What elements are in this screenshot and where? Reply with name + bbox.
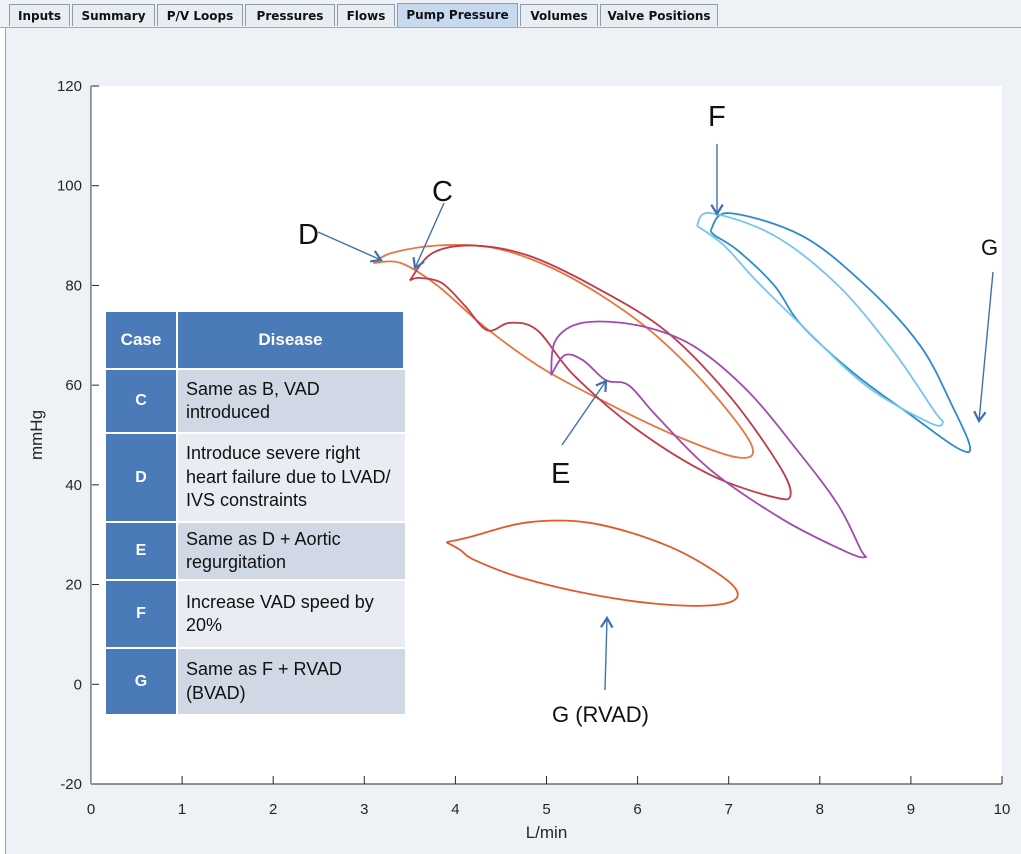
y-tick-label: 120 <box>57 78 82 95</box>
x-axis-label: L/min <box>526 823 568 842</box>
label-c: C <box>432 176 453 208</box>
y-tick-label: 40 <box>65 477 82 494</box>
case-cell: E <box>106 523 178 581</box>
x-tick-label: 2 <box>269 801 277 818</box>
tab-summary[interactable]: Summary <box>72 4 155 26</box>
arrow-d <box>317 231 383 263</box>
disease-cell: Increase VAD speed by 20% <box>178 581 405 649</box>
x-tick-label: 10 <box>994 801 1011 818</box>
x-tick-label: 5 <box>542 801 550 818</box>
y-tick-label: -20 <box>60 776 82 793</box>
arrow-e-shaft <box>561 380 607 446</box>
case-cell: D <box>106 434 178 523</box>
tab-inputs[interactable]: Inputs <box>9 4 70 26</box>
tab-pressures[interactable]: Pressures <box>245 4 335 26</box>
case-cell: C <box>106 370 178 434</box>
label-f: F <box>708 101 726 133</box>
arrow-c-shaft <box>414 202 445 269</box>
case-cell: G <box>106 649 178 716</box>
x-tick-label: 4 <box>451 801 459 818</box>
series-line-c-1 <box>409 244 792 501</box>
series-line-g-rvad--5 <box>445 519 739 607</box>
arrow-g-head <box>973 410 987 424</box>
y-tick-label: 80 <box>65 277 82 294</box>
x-tick-label: 8 <box>816 801 824 818</box>
arrow-g-shaft <box>978 271 994 422</box>
x-tick-label: 7 <box>725 801 733 818</box>
arrow-g-rvad-head <box>600 615 614 629</box>
header-disease: Disease <box>178 312 405 370</box>
tab-bar: Inputs Summary P/V Loops Pressures Flows… <box>0 0 1021 28</box>
arrow-c <box>412 202 445 270</box>
tab-flows[interactable]: Flows <box>337 4 395 26</box>
axis-left-highlight <box>91 86 92 784</box>
disease-cell: Same as B, VAD introduced <box>178 370 405 434</box>
x-tick-label: 9 <box>907 801 915 818</box>
label-g-rvad: G (RVAD) <box>552 702 649 727</box>
case-cell: F <box>106 581 178 649</box>
tab-valve-positions[interactable]: Valve Positions <box>600 4 718 26</box>
x-tick-label: 0 <box>87 801 95 818</box>
x-tick-label: 3 <box>360 801 368 818</box>
y-axis-label: mmHg <box>27 410 46 460</box>
series-line-f-3 <box>709 212 972 454</box>
header-case: Case <box>106 312 178 370</box>
arrow-e <box>561 379 608 446</box>
table-row: F Increase VAD speed by 20% <box>106 581 405 649</box>
disease-cell: Same as D + Aortic regurgitation <box>178 523 405 581</box>
table-row: D Introduce severe right heart failure d… <box>106 434 405 523</box>
disease-cell: Same as F + RVAD (BVAD) <box>178 649 405 716</box>
arrow-c-head <box>412 256 425 270</box>
label-d: D <box>298 219 319 251</box>
y-tick-label: 0 <box>74 676 82 693</box>
label-e: E <box>551 458 571 490</box>
y-tick-label: 100 <box>57 178 82 195</box>
y-tick-label: 60 <box>65 377 82 394</box>
tab-pump-pressure[interactable]: Pump Pressure <box>397 3 518 27</box>
x-tick-label: 1 <box>178 801 186 818</box>
arrow-d-head <box>369 250 383 263</box>
table-header-row: Case Disease <box>106 312 405 370</box>
tab-volumes[interactable]: Volumes <box>520 4 598 26</box>
arrow-f <box>710 144 724 217</box>
arrow-f-head <box>710 204 724 217</box>
arrow-g <box>973 271 994 424</box>
arrow-e-head <box>595 379 608 393</box>
table-row: E Same as D + Aortic regurgitation <box>106 523 405 581</box>
arrow-g-rvad-shaft <box>604 617 608 691</box>
table-row: C Same as B, VAD introduced <box>106 370 405 434</box>
case-table: Case Disease C Same as B, VAD introduced… <box>106 312 405 716</box>
arrow-d-shaft <box>317 231 382 261</box>
x-tick-label: 6 <box>633 801 641 818</box>
series-line-f-4 <box>696 212 944 427</box>
arrow-g-rvad <box>600 615 614 691</box>
disease-cell: Introduce severe right heart failure due… <box>178 434 405 523</box>
table-row: G Same as F + RVAD (BVAD) <box>106 649 405 716</box>
tab-pv-loops[interactable]: P/V Loops <box>157 4 243 26</box>
label-g: G <box>981 235 999 260</box>
y-tick-label: 20 <box>65 577 82 594</box>
